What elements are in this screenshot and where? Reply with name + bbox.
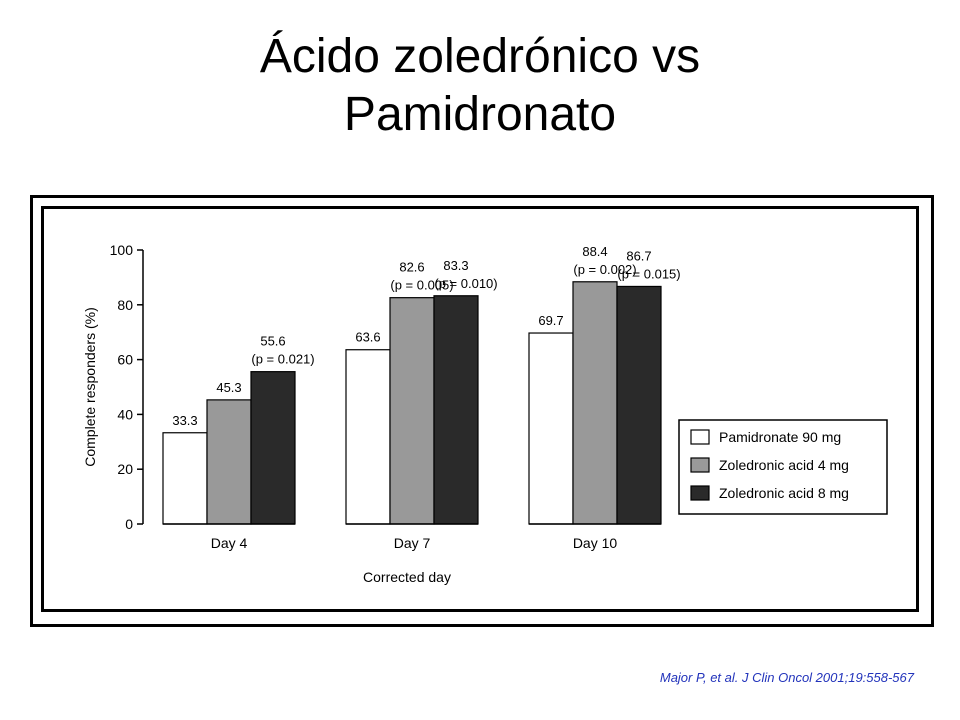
data-label: 86.7 [626,248,651,263]
legend-swatch [690,457,710,473]
bar [206,399,252,525]
bar [162,432,208,525]
legend-swatch [690,429,710,445]
data-label: 69.7 [538,313,563,328]
data-label: 63.6 [355,330,380,345]
title-line-1: Ácido zoledrónico vs [259,30,701,83]
data-label: 55.6 [260,334,285,349]
bar [345,349,391,525]
bar [616,285,662,525]
y-tick-label: 0 [125,516,133,532]
p-value-label: (p = 0.021) [251,352,314,367]
slide-title: Ácido zoledrónico vs Pamidronato [0,28,960,144]
title-line-2: Pamidronato [343,88,617,141]
p-value-label: (p = 0.002) [573,262,636,277]
bar [250,371,296,525]
x-tick-label: Day 4 [211,535,248,551]
y-tick-label: 60 [117,352,133,368]
bar [433,295,479,525]
legend-label: Zoledronic acid 4 mg [719,457,849,473]
p-value-label: (p = 0.005) [390,278,453,293]
data-label: 82.6 [399,260,424,275]
legend-swatch [690,485,710,501]
bar [389,297,435,525]
chart-frame: 0 20 40 60 80 100 Complete responders (%) 33.3 4… [30,195,934,627]
data-label: 83.3 [443,258,468,273]
y-axis-title: Complete responders (%) [82,307,98,467]
chart-inner-frame [41,206,919,612]
y-tick-label: 100 [110,242,134,258]
bar-chart: 0 20 40 60 80 100 Complete responders (%) 33.3 4… [82,242,888,585]
legend-box [678,419,888,515]
data-label: 33.3 [172,413,197,428]
legend-label: Pamidronate 90 mg [719,429,841,445]
x-tick-label: Day 7 [394,535,431,551]
x-axis-title: Corrected day [363,569,451,585]
data-label: 45.3 [216,380,241,395]
p-value-label: (p = 0.010) [434,276,497,291]
x-tick-label: Day 10 [573,535,618,551]
y-tick-label: 80 [117,297,133,313]
bar [572,281,618,525]
y-tick-label: 20 [117,461,133,477]
y-tick-label: 40 [117,406,133,422]
legend-label: Zoledronic acid 8 mg [719,485,849,501]
bar [528,332,574,525]
p-value-label: (p = 0.015) [617,266,680,281]
data-label: 88.4 [582,244,607,259]
citation: Major P, et al. J Clin Oncol 2001;19:558… [659,670,914,685]
